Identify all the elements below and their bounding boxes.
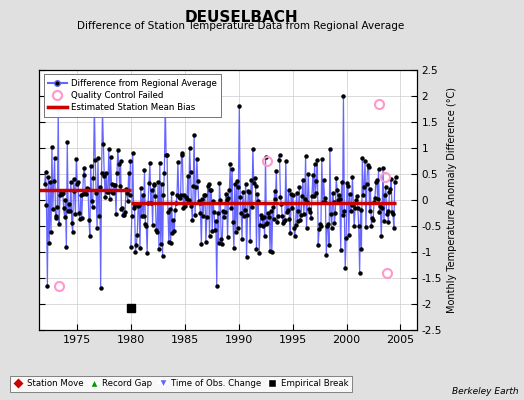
Legend: Station Move, Record Gap, Time of Obs. Change, Empirical Break: Station Move, Record Gap, Time of Obs. C… [9,376,352,392]
Text: DEUSELBACH: DEUSELBACH [184,10,298,25]
Text: Difference of Station Temperature Data from Regional Average: Difference of Station Temperature Data f… [78,21,405,31]
Text: Berkeley Earth: Berkeley Earth [452,387,519,396]
Legend: Difference from Regional Average, Quality Control Failed, Estimated Station Mean: Difference from Regional Average, Qualit… [43,74,221,117]
Y-axis label: Monthly Temperature Anomaly Difference (°C): Monthly Temperature Anomaly Difference (… [447,87,457,313]
